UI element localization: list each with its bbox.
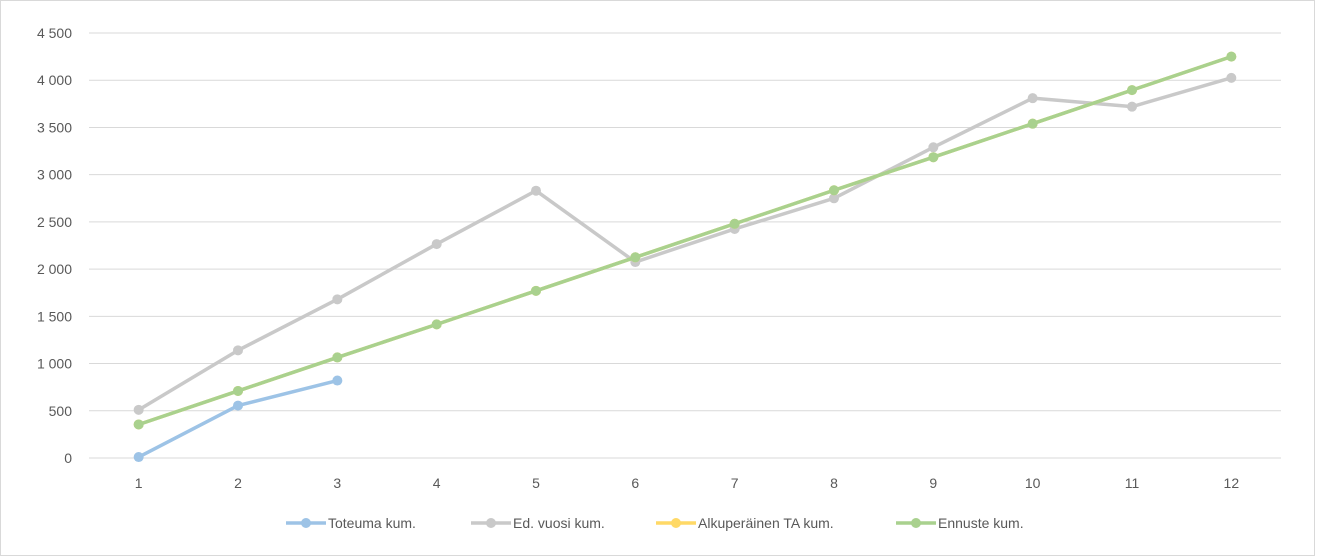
data-point xyxy=(133,452,144,463)
x-tick-label: 11 xyxy=(1125,475,1140,491)
legend-item: Ennuste kum. xyxy=(896,515,1024,531)
legend-item: Toteuma kum. xyxy=(286,515,416,531)
gridlines xyxy=(89,32,1281,459)
legend-item: Ed. vuosi kum. xyxy=(471,515,605,531)
data-point xyxy=(1127,101,1137,112)
y-axis: 0 500 1 000 1 500 2 000 2 500 3 000 3 500 4 000 4… xyxy=(37,25,72,466)
data-point xyxy=(531,285,541,296)
y-tick-label: 0 xyxy=(64,450,72,466)
legend-label: Alkuperäinen TA kum. xyxy=(698,515,834,531)
x-tick-label: 12 xyxy=(1224,475,1240,491)
x-tick-label: 3 xyxy=(333,475,341,491)
legend: Toteuma kum. Ed. vuosi kum. Alkuperäinen T… xyxy=(286,515,1024,531)
legend-label: Ennuste kum. xyxy=(938,515,1024,531)
y-tick-label: 3 500 xyxy=(37,119,72,135)
data-point xyxy=(829,185,839,196)
legend-swatch-marker xyxy=(486,518,496,528)
y-tick-label: 2 000 xyxy=(37,261,72,277)
data-point xyxy=(1027,93,1038,104)
data-point xyxy=(729,218,740,229)
x-tick-label: 4 xyxy=(433,475,441,491)
series-2 xyxy=(133,72,1237,415)
x-axis: 1 2 3 4 5 6 7 8 9 10 11 12 xyxy=(135,475,1240,491)
data-point xyxy=(332,375,343,386)
y-tick-label: 1 000 xyxy=(37,356,72,372)
y-tick-label: 2 500 xyxy=(37,214,72,230)
x-tick-label: 6 xyxy=(631,475,639,491)
data-point xyxy=(233,385,243,396)
data-point xyxy=(431,239,442,250)
data-point xyxy=(1226,72,1237,83)
y-tick-label: 1 500 xyxy=(37,308,72,324)
data-point xyxy=(1226,51,1237,62)
x-tick-label: 1 xyxy=(135,475,143,491)
legend-label: Ed. vuosi kum. xyxy=(513,515,605,531)
y-tick-label: 4 500 xyxy=(37,25,72,41)
x-tick-label: 2 xyxy=(234,475,242,491)
series-line xyxy=(136,54,1234,427)
data-point xyxy=(233,400,243,411)
data-point xyxy=(431,319,442,330)
data-point xyxy=(332,294,343,305)
legend-swatch-marker xyxy=(911,518,921,528)
data-point xyxy=(1027,118,1038,129)
x-tick-label: 7 xyxy=(731,475,739,491)
data-point xyxy=(133,419,144,430)
data-point xyxy=(829,193,839,204)
y-tick-label: 4 000 xyxy=(37,72,72,88)
legend-swatch-marker xyxy=(671,518,681,528)
legend-swatch-marker xyxy=(301,518,311,528)
data-point xyxy=(1127,85,1137,96)
x-tick-label: 8 xyxy=(830,475,838,491)
data-point xyxy=(133,404,144,415)
series-1 xyxy=(133,375,343,463)
data-point xyxy=(233,345,243,356)
legend-item: Alkuperäinen TA kum. xyxy=(656,515,834,531)
data-point xyxy=(630,252,641,263)
data-point xyxy=(928,142,939,153)
y-tick-label: 3 000 xyxy=(37,167,72,183)
x-tick-label: 10 xyxy=(1025,475,1041,491)
y-tick-label: 500 xyxy=(49,403,73,419)
data-point xyxy=(332,352,343,363)
x-tick-label: 9 xyxy=(929,475,937,491)
legend-label: Toteuma kum. xyxy=(328,515,416,531)
series-line xyxy=(136,76,1234,412)
data-point xyxy=(928,152,939,163)
data-point xyxy=(531,185,541,196)
x-tick-label: 5 xyxy=(532,475,540,491)
series-4 xyxy=(133,51,1237,430)
series-group xyxy=(133,51,1237,463)
